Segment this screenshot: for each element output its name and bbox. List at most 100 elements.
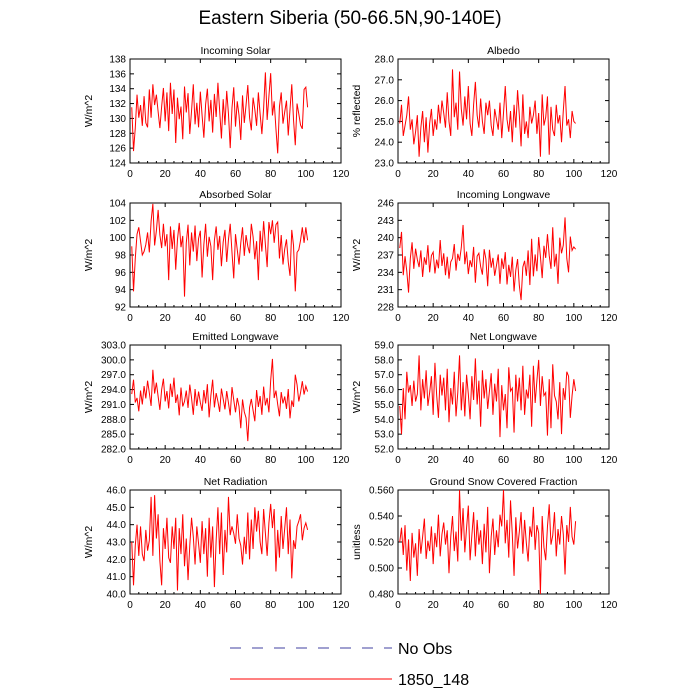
panel-title: Albedo [487,45,520,57]
x-tick-label: 20 [160,169,172,180]
x-tick-label: 120 [333,169,350,180]
x-tick-label: 20 [428,455,440,466]
y-tick-label: 240 [377,233,394,244]
x-tick-label: 20 [428,169,440,180]
x-tick-label: 0 [127,169,133,180]
y-tick-label: 136 [109,69,126,80]
x-tick-label: 80 [265,313,277,324]
y-tick-label: 297.0 [101,370,126,381]
y-tick-label: 92 [115,303,127,314]
x-tick-label: 60 [498,169,510,180]
x-tick-label: 120 [601,169,618,180]
series-line [399,355,577,438]
x-tick-label: 120 [333,313,350,324]
x-tick-label: 40 [195,600,207,611]
y-tick-label: 303.0 [101,341,126,352]
x-tick-label: 60 [230,600,242,611]
y-tick-label: 28.0 [375,55,395,66]
y-tick-label: 54.0 [375,415,395,426]
x-tick-label: 40 [195,313,207,324]
y-tick-label: 43.0 [107,538,127,549]
x-tick-label: 100 [565,169,582,180]
x-tick-label: 20 [160,455,172,466]
y-axis-label: W/m^2 [83,239,95,272]
y-tick-label: 138 [109,55,126,66]
x-tick-label: 120 [333,600,350,611]
x-tick-label: 0 [395,455,401,466]
series-line [131,495,309,591]
y-tick-label: 124 [109,159,126,170]
x-tick-label: 0 [395,600,401,611]
panel-title: Incoming Longwave [457,189,551,201]
x-tick-label: 40 [195,455,207,466]
x-tick-label: 120 [333,455,350,466]
legend-label-no-obs: No Obs [398,641,452,658]
x-tick-label: 0 [395,169,401,180]
y-tick-label: 0.520 [369,538,394,549]
series-line [399,69,576,157]
x-tick-label: 80 [265,600,277,611]
x-tick-label: 120 [601,313,618,324]
y-axis-label: unitless [351,524,363,560]
y-tick-label: 40.0 [107,590,127,601]
x-tick-label: 60 [498,455,510,466]
y-tick-label: 243 [377,216,394,227]
y-tick-label: 94 [115,285,127,296]
x-tick-label: 100 [565,313,582,324]
plot-frame [397,202,610,308]
y-tick-label: 246 [377,199,394,210]
y-axis-label: W/m^2 [351,381,363,414]
panel-title: Emitted Longwave [192,331,279,343]
x-tick-label: 100 [297,600,314,611]
y-axis-label: W/m^2 [83,381,95,414]
y-axis-label: W/m^2 [351,239,363,272]
x-tick-label: 0 [127,600,133,611]
y-tick-label: 46.0 [107,486,127,497]
y-tick-label: 237 [377,251,394,262]
x-tick-label: 60 [498,600,510,611]
panel-title: Incoming Solar [200,45,271,57]
x-tick-label: 60 [230,169,242,180]
x-tick-label: 60 [230,313,242,324]
x-tick-label: 80 [533,169,545,180]
y-tick-label: 53.0 [375,430,395,441]
x-tick-label: 40 [195,169,207,180]
y-tick-label: 56.0 [375,385,395,396]
x-tick-label: 80 [533,600,545,611]
y-tick-label: 126 [109,144,126,155]
series-line [131,358,309,442]
y-tick-label: 294.0 [101,385,126,396]
y-tick-label: 0.480 [369,590,394,601]
y-tick-label: 41.0 [107,572,127,583]
y-tick-label: 52.0 [375,445,395,456]
y-tick-label: 44.0 [107,520,127,531]
y-tick-label: 55.0 [375,400,395,411]
y-tick-label: 96 [115,268,127,279]
plot-frame [129,344,342,450]
panel-title: Net Longwave [470,331,537,343]
x-tick-label: 80 [533,455,545,466]
x-tick-label: 100 [297,169,314,180]
y-tick-label: 228 [377,303,394,314]
y-tick-label: 231 [377,285,394,296]
x-tick-label: 40 [463,313,475,324]
panel-title: Ground Snow Covered Fraction [430,476,578,488]
x-tick-label: 0 [127,313,133,324]
y-tick-label: 104 [109,199,126,210]
x-tick-label: 60 [230,455,242,466]
panel-title: Absorbed Solar [199,189,272,201]
y-tick-label: 130 [109,114,126,125]
y-tick-label: 282.0 [101,445,126,456]
y-tick-label: 300.0 [101,355,126,366]
y-tick-label: 45.0 [107,503,127,514]
x-tick-label: 100 [565,455,582,466]
y-tick-label: 288.0 [101,415,126,426]
y-tick-label: 134 [109,84,126,95]
x-tick-label: 100 [297,313,314,324]
y-axis-label: W/m^2 [83,95,95,128]
x-tick-label: 40 [463,600,475,611]
x-tick-label: 20 [428,600,440,611]
y-tick-label: 59.0 [375,341,395,352]
x-tick-label: 0 [395,313,401,324]
